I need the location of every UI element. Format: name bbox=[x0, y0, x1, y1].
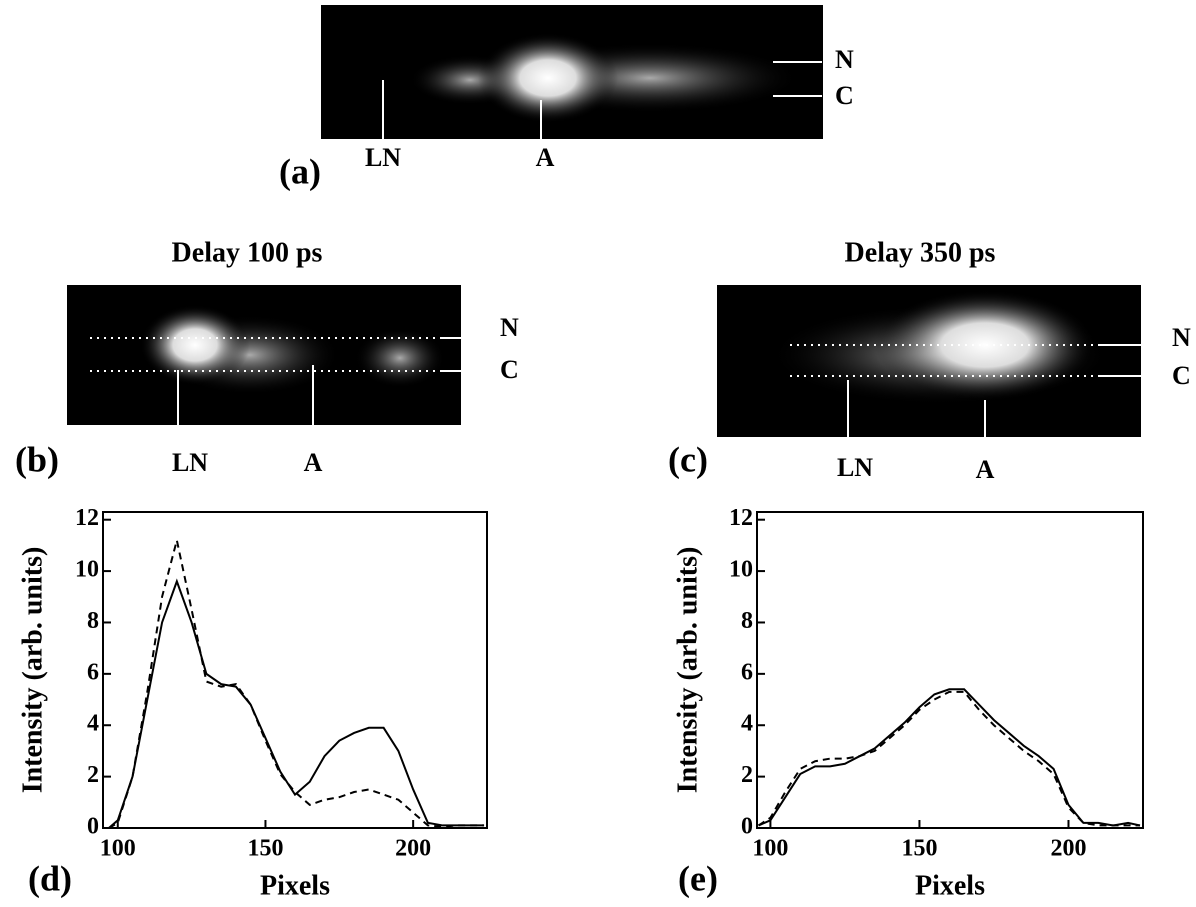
marker: C bbox=[835, 81, 854, 110]
plot-frame bbox=[756, 511, 1144, 829]
x-axis-label: Pixels bbox=[915, 870, 985, 901]
y-tick-label: 10 bbox=[75, 557, 99, 583]
panel-label: (b) bbox=[15, 439, 59, 479]
y-tick-label: 0 bbox=[87, 814, 99, 840]
marker: A bbox=[304, 448, 323, 477]
y-tick-label: 2 bbox=[87, 762, 99, 788]
x-tick-label: 100 bbox=[752, 836, 788, 862]
y-tick-label: 8 bbox=[741, 608, 753, 634]
y-tick-label: 4 bbox=[87, 711, 99, 737]
image-b bbox=[67, 285, 485, 425]
image-title: Delay 100 ps bbox=[172, 237, 323, 268]
y-tick-label: 6 bbox=[87, 659, 99, 685]
marker: N bbox=[500, 313, 519, 342]
x-tick-label: 150 bbox=[901, 836, 937, 862]
marker: N bbox=[835, 45, 854, 74]
panel-label: (d) bbox=[28, 858, 72, 898]
y-axis-label: Intensity (arb. units) bbox=[17, 547, 48, 794]
marker: C bbox=[1172, 361, 1191, 390]
series-line bbox=[108, 540, 485, 829]
image-a bbox=[321, 5, 823, 139]
y-tick-label: 2 bbox=[741, 762, 753, 788]
y-tick-label: 0 bbox=[741, 814, 753, 840]
plot-frame bbox=[102, 511, 488, 829]
y-tick-label: 12 bbox=[729, 505, 753, 531]
x-axis-label: Pixels bbox=[260, 870, 330, 901]
panel-label: (e) bbox=[678, 858, 718, 898]
marker: C bbox=[500, 355, 519, 384]
marker: A bbox=[536, 143, 555, 172]
panel-label: (a) bbox=[279, 151, 321, 191]
y-tick-label: 4 bbox=[741, 711, 753, 737]
y-tick-label: 10 bbox=[729, 557, 753, 583]
y-tick-label: 12 bbox=[75, 505, 99, 531]
x-tick-label: 100 bbox=[100, 836, 136, 862]
y-tick-label: 6 bbox=[741, 659, 753, 685]
series-line bbox=[758, 688, 1141, 827]
image-c bbox=[717, 285, 1143, 437]
marker: LN bbox=[365, 143, 401, 172]
marker: LN bbox=[172, 448, 208, 477]
y-axis-label: Intensity (arb. units) bbox=[672, 547, 703, 794]
series-line bbox=[108, 578, 485, 829]
marker: A bbox=[976, 455, 995, 484]
x-tick-label: 200 bbox=[395, 836, 431, 862]
x-tick-label: 150 bbox=[247, 836, 283, 862]
panel-label: (c) bbox=[668, 439, 708, 479]
marker: N bbox=[1172, 323, 1191, 352]
x-tick-label: 200 bbox=[1050, 836, 1086, 862]
marker: LN bbox=[837, 453, 873, 482]
series-line bbox=[757, 690, 1141, 827]
y-tick-label: 8 bbox=[87, 608, 99, 634]
image-title: Delay 350 ps bbox=[845, 237, 996, 268]
